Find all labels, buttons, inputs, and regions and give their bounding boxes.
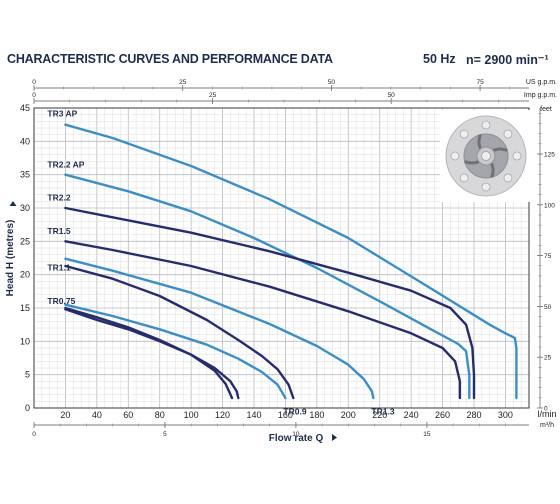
- m3h-tick-label: 0: [32, 431, 36, 438]
- x-tick-label: 200: [341, 410, 356, 420]
- impeller-hole: [512, 151, 522, 161]
- curve-tr1-1: [64, 264, 295, 400]
- m3h-tick-label: 5: [163, 431, 167, 438]
- x-tick-label: 140: [246, 410, 261, 420]
- y-tick-label: 20: [20, 270, 30, 280]
- impeller-hole: [481, 182, 491, 192]
- feet-tick-label: 25: [544, 355, 552, 362]
- curve-label-tr2-2: TR2.2: [47, 193, 70, 203]
- y-tick-label: 10: [20, 336, 30, 346]
- m3h-unit: m³/h: [540, 422, 554, 429]
- x-tick-label: 120: [215, 410, 230, 420]
- y-tick-label: 0: [25, 403, 30, 413]
- feet-tick-label: 100: [544, 202, 555, 209]
- x-tick-label: 260: [435, 410, 450, 420]
- impgpm-tick-label: 25: [209, 92, 217, 99]
- y-tick-label: 35: [20, 170, 30, 180]
- impeller-hole: [481, 120, 491, 130]
- x-tick-label: 220: [372, 410, 387, 420]
- y-tick-label: 30: [20, 203, 30, 213]
- x-tick-label: 160: [278, 410, 293, 420]
- x-tick-label: 180: [309, 410, 324, 420]
- curve-label-tr3-ap: TR3 AP: [47, 109, 77, 119]
- x-axis-arrow: [332, 434, 337, 441]
- y-axis-arrow: [9, 201, 17, 206]
- x-tick-label: 40: [92, 410, 102, 420]
- y-axis-title: Head H (metres): [5, 220, 16, 297]
- chart-title: CHARACTERISTIC CURVES AND PERFORMANCE DA…: [7, 52, 333, 66]
- curve-label-tr0-9: TR0.9: [283, 406, 306, 416]
- impgpm-tick-label: 0: [32, 92, 36, 99]
- impeller-center: [481, 151, 491, 161]
- curve-labels: TR3 AP TR2.2 AP TR2.2 TR1.5 TR1.1 TR0.75 TR0.9…: [47, 109, 394, 417]
- m3h-tick-label: 15: [423, 431, 431, 438]
- curve-unnamed-8: [64, 306, 234, 400]
- curve-label-tr2-2-ap: TR2.2 AP: [47, 159, 84, 169]
- axis-titles: Head H (metres) Flow rate Q: [5, 201, 337, 444]
- curve-label-tr1-5: TR1.5: [47, 226, 70, 236]
- curve-tr2-2-ap: [64, 173, 471, 400]
- y-tick-label: 40: [20, 136, 30, 146]
- feet-tick-label: 125: [544, 152, 555, 159]
- impeller-photo: [440, 110, 532, 202]
- usgpm-tick-label: 75: [476, 79, 484, 86]
- plot-frame: [33, 107, 530, 409]
- x-tick-label: 280: [466, 410, 481, 420]
- m3h-tick-label: 10: [292, 431, 300, 438]
- usgpm-tick-label: 0: [32, 79, 36, 86]
- impeller-hole: [459, 173, 469, 183]
- feet-tick-label: 50: [544, 304, 552, 311]
- y-tick-label: 5: [25, 370, 30, 380]
- impgpm-tick-label: 50: [388, 92, 396, 99]
- curve-label-tr1-3: TR1.3: [371, 406, 394, 416]
- x-tick-label: 240: [404, 410, 419, 420]
- y-tick-label: 25: [20, 236, 30, 246]
- impeller-hole: [459, 129, 469, 139]
- impeller-hole: [503, 173, 513, 183]
- y-tick-label: 45: [20, 103, 30, 113]
- usgpm-unit: US g.p.m.: [526, 79, 557, 86]
- axes: [33, 85, 543, 428]
- curve-tr1-5: [64, 240, 462, 400]
- x-unit: l/min: [537, 409, 556, 419]
- x-tick-label: 100: [184, 410, 199, 420]
- curve-tr3-ap: [64, 123, 518, 400]
- impeller-hole: [503, 129, 513, 139]
- x-axis-title: Flow rate Q: [269, 433, 324, 444]
- curve-tr1-3: [64, 257, 375, 400]
- feet-tick-label: 0: [544, 406, 548, 413]
- usgpm-tick-label: 50: [328, 79, 336, 86]
- frequency-label: 50 Hz: [423, 52, 456, 66]
- x-tick-label: 20: [60, 410, 70, 420]
- impeller-hole: [450, 151, 460, 161]
- usgpm-tick-label: 25: [179, 79, 187, 86]
- x-tick-label: 80: [155, 410, 165, 420]
- feet-unit: feet: [540, 106, 552, 113]
- x-tick-label: 300: [498, 410, 513, 420]
- feet-tick-label: 75: [544, 253, 552, 260]
- pump-curves: [64, 123, 518, 400]
- impgpm-unit: Imp g.p.m.: [524, 92, 557, 99]
- curve-tr2-2: [64, 206, 476, 400]
- curve-label-tr1-1: TR1.1: [47, 263, 70, 273]
- x-tick-label: 60: [123, 410, 133, 420]
- y-tick-label: 15: [20, 303, 30, 313]
- speed-label: n= 2900 min⁻¹: [466, 53, 549, 67]
- curve-label-tr0-75: TR0.75: [47, 296, 75, 306]
- curve-tr0-9: [64, 303, 287, 400]
